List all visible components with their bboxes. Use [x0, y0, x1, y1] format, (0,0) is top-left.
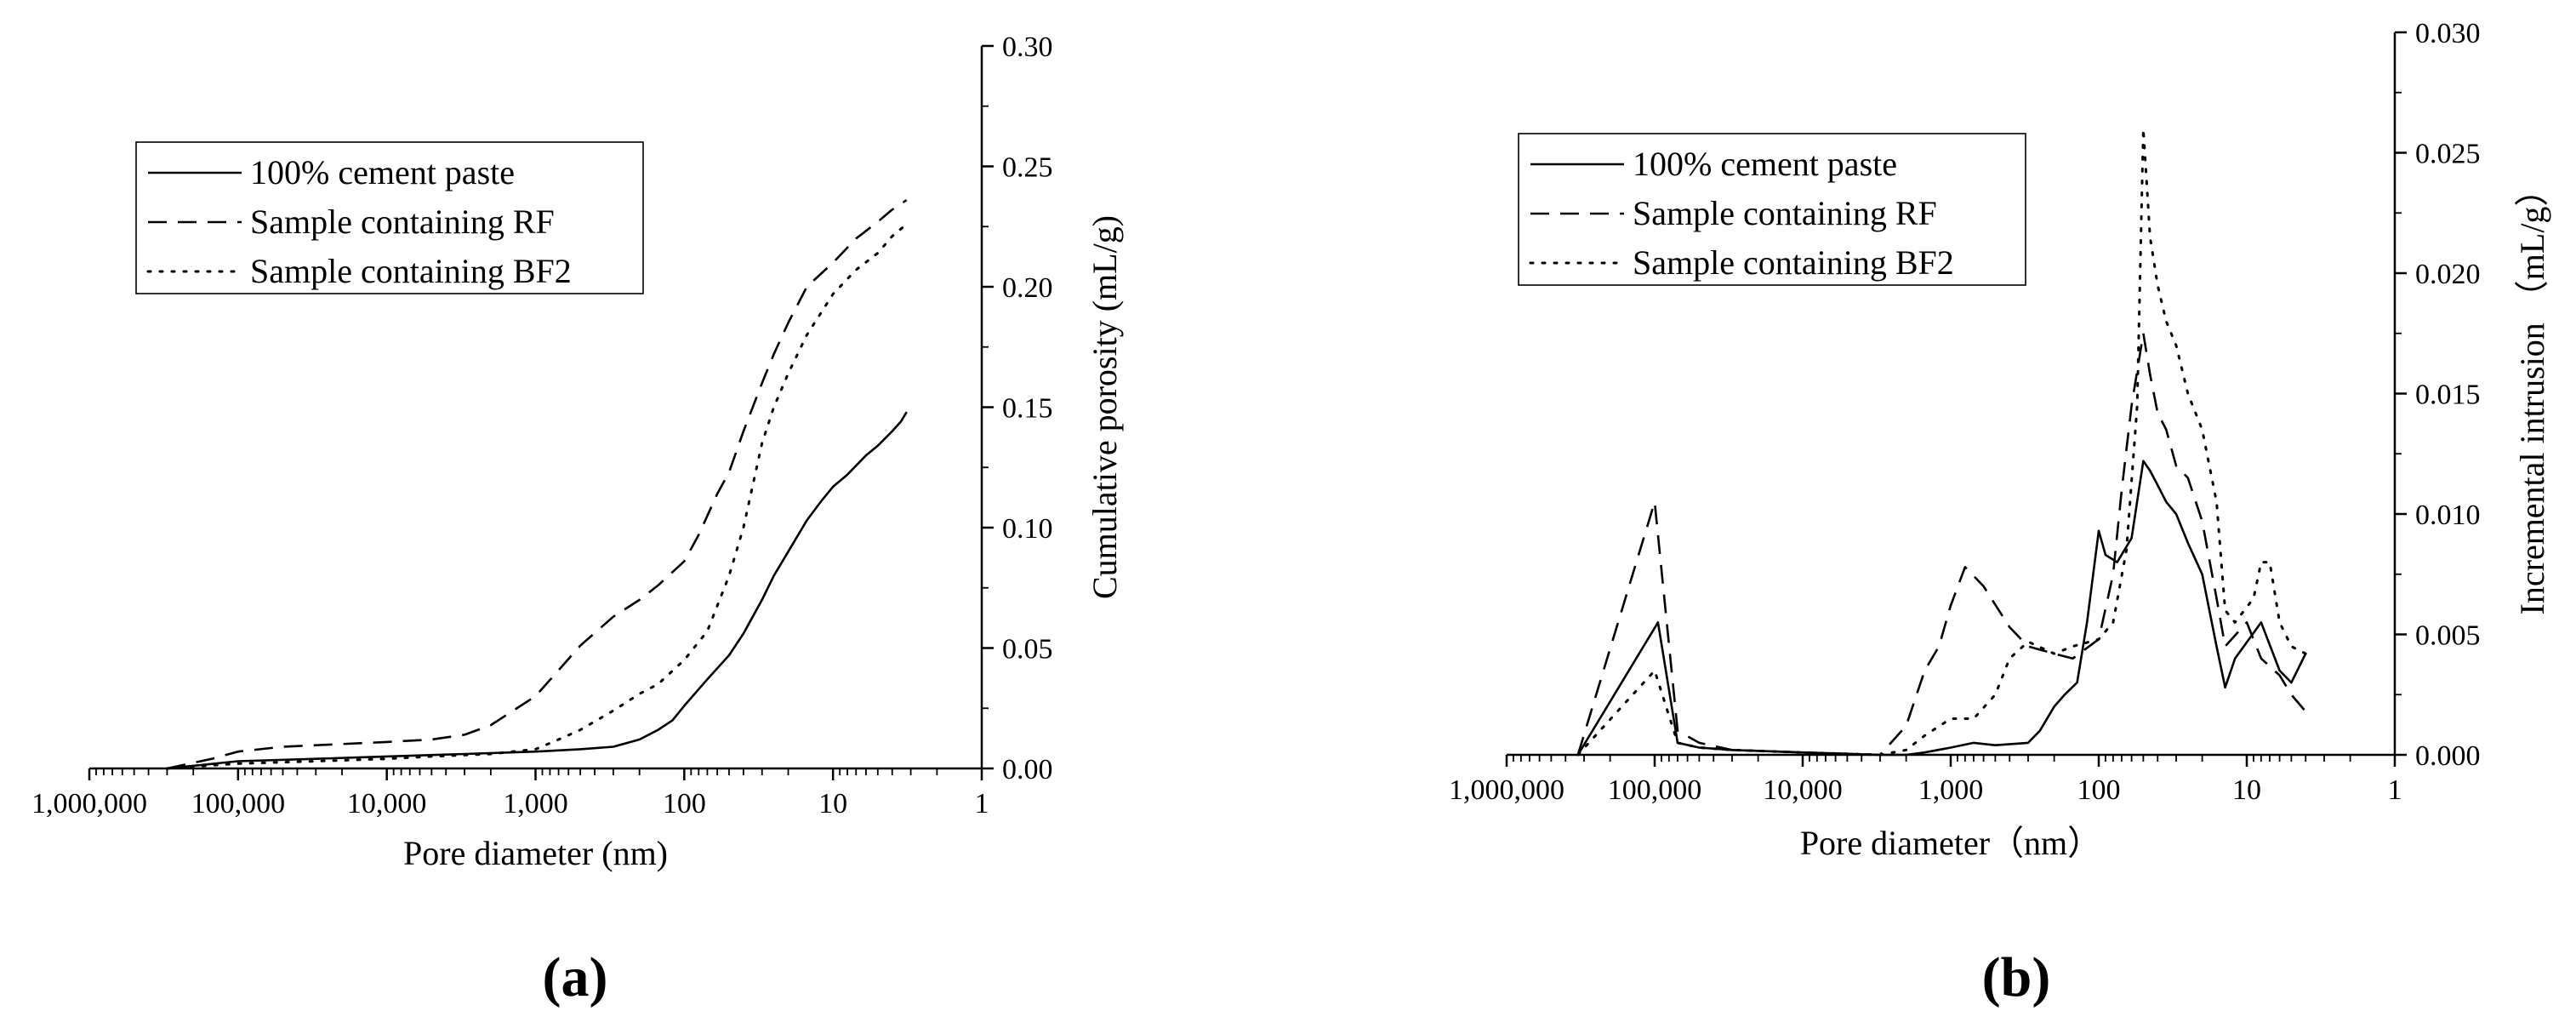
- x-tick-label: 100: [2077, 774, 2121, 806]
- y-tick-label: 0.15: [1002, 393, 1053, 425]
- x-tick-label: 10,000: [347, 788, 427, 820]
- x-axis-title: Pore diameter (nm): [403, 834, 668, 872]
- legend-entry-label: 100% cement paste: [250, 153, 515, 191]
- y-tick-label: 0.010: [2415, 500, 2481, 531]
- y-tick-label: 0.10: [1002, 513, 1053, 545]
- legend: 100% cement paste Sample containing RF Sam…: [135, 141, 644, 294]
- legend: 100% cement paste Sample containing RF Sam…: [1518, 133, 2026, 286]
- x-tick-label: 100: [663, 788, 706, 820]
- series-line-2: [167, 199, 908, 770]
- legend-entry-label: 100% cement paste: [1633, 145, 1897, 183]
- x-tick-label: 100,000: [1608, 774, 1702, 806]
- series-line-3: [1576, 127, 2307, 757]
- panel-label: (b): [1982, 946, 2051, 1008]
- legend-entry-label: Sample containing RF: [1633, 194, 1937, 232]
- y-tick-label: 0.020: [2415, 259, 2481, 290]
- y-tick-label: 0.000: [2415, 740, 2481, 772]
- chart-panel-a: 1,000,000 100,000 10,000 1,000 100 10 1 0.00 0.0…: [31, 31, 1124, 1008]
- x-axis-title: Pore diameter（nm）: [1800, 824, 2101, 862]
- y-tick-label: 0.005: [2415, 620, 2481, 652]
- x-tick-label: 1,000: [503, 788, 568, 820]
- x-tick-label: 10: [818, 788, 847, 820]
- x-tick-label: 1: [975, 788, 989, 820]
- x-tick-label: 1: [2388, 774, 2402, 806]
- y-tick-label: 0.030: [2415, 18, 2481, 49]
- y-axis-title: Cumulative porosity (mL/g): [1086, 215, 1124, 599]
- legend-entry-label: Sample containing RF: [250, 203, 555, 241]
- legend-entry-label: Sample containing BF2: [1633, 243, 1954, 282]
- legend-box: [1518, 133, 2026, 286]
- legend-entry-label: Sample containing BF2: [250, 252, 572, 290]
- y-tick-label: 0.015: [2415, 380, 2481, 411]
- panel-label: (a): [543, 946, 608, 1008]
- y-tick-label: 0.25: [1002, 152, 1053, 184]
- y-tick-label: 0.20: [1002, 272, 1053, 304]
- x-tick-label: 1,000,000: [1449, 774, 1564, 806]
- legend-box: [135, 141, 644, 294]
- x-tick-label: 100,000: [191, 788, 286, 820]
- y-axis-title: Incremental intrusion （mL/g）: [2513, 173, 2551, 615]
- y-tick-label: 0.30: [1002, 31, 1053, 63]
- x-tick-label: 1,000: [1918, 774, 1984, 806]
- y-tick-label: 0.05: [1002, 634, 1053, 665]
- x-tick-label: 10,000: [1763, 774, 1843, 806]
- y-tick-label: 0.025: [2415, 139, 2481, 170]
- x-tick-label: 10: [2232, 774, 2261, 806]
- y-tick-label: 0.00: [1002, 754, 1053, 785]
- chart-panel-b: 1,000,000 100,000 10,000 1,000 100 10 1 0.000 0.…: [1449, 18, 2551, 1008]
- x-tick-label: 1,000,000: [31, 788, 147, 820]
- series-line-3: [165, 222, 909, 770]
